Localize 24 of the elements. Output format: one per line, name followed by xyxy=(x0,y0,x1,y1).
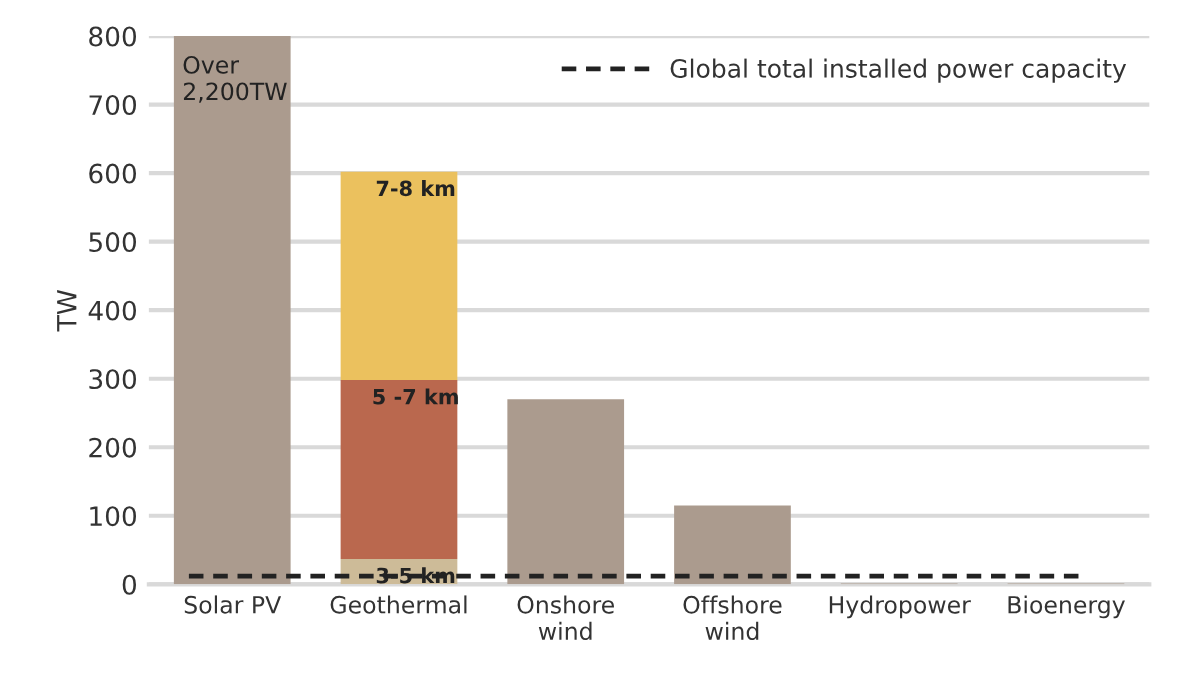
y-tick-label: 100 xyxy=(90,506,137,527)
bar xyxy=(674,505,791,585)
bar xyxy=(340,380,458,559)
bar xyxy=(173,36,291,585)
bar xyxy=(507,399,625,585)
legend-label: Global total installed power capacity xyxy=(670,58,1127,83)
annotation: Over 2,200TW xyxy=(183,55,287,103)
bar xyxy=(340,171,458,381)
x-tick-label: Solar PV xyxy=(184,595,282,614)
y-tick-label: 600 xyxy=(89,163,137,184)
y-tick-label: 200 xyxy=(89,437,137,458)
y-tick-label: 700 xyxy=(89,95,137,116)
x-tick-label: Hydropower xyxy=(829,595,971,619)
x-tick-label: Onshore wind xyxy=(517,595,614,641)
y-tick-label: 300 xyxy=(89,369,137,390)
y-tick-label: 800 xyxy=(89,26,137,47)
y-tick-label: 500 xyxy=(89,232,137,253)
x-tick-label: Bioenergy xyxy=(1008,595,1125,619)
y-axis-title: TW xyxy=(57,289,77,332)
y-tick-label: 0 xyxy=(122,574,137,595)
annotation: 7-8 km xyxy=(376,180,455,197)
y-tick-label: 400 xyxy=(88,300,137,321)
x-tick-label: Geothermal xyxy=(330,595,467,614)
x-tick-label: Offshore wind xyxy=(683,595,782,641)
